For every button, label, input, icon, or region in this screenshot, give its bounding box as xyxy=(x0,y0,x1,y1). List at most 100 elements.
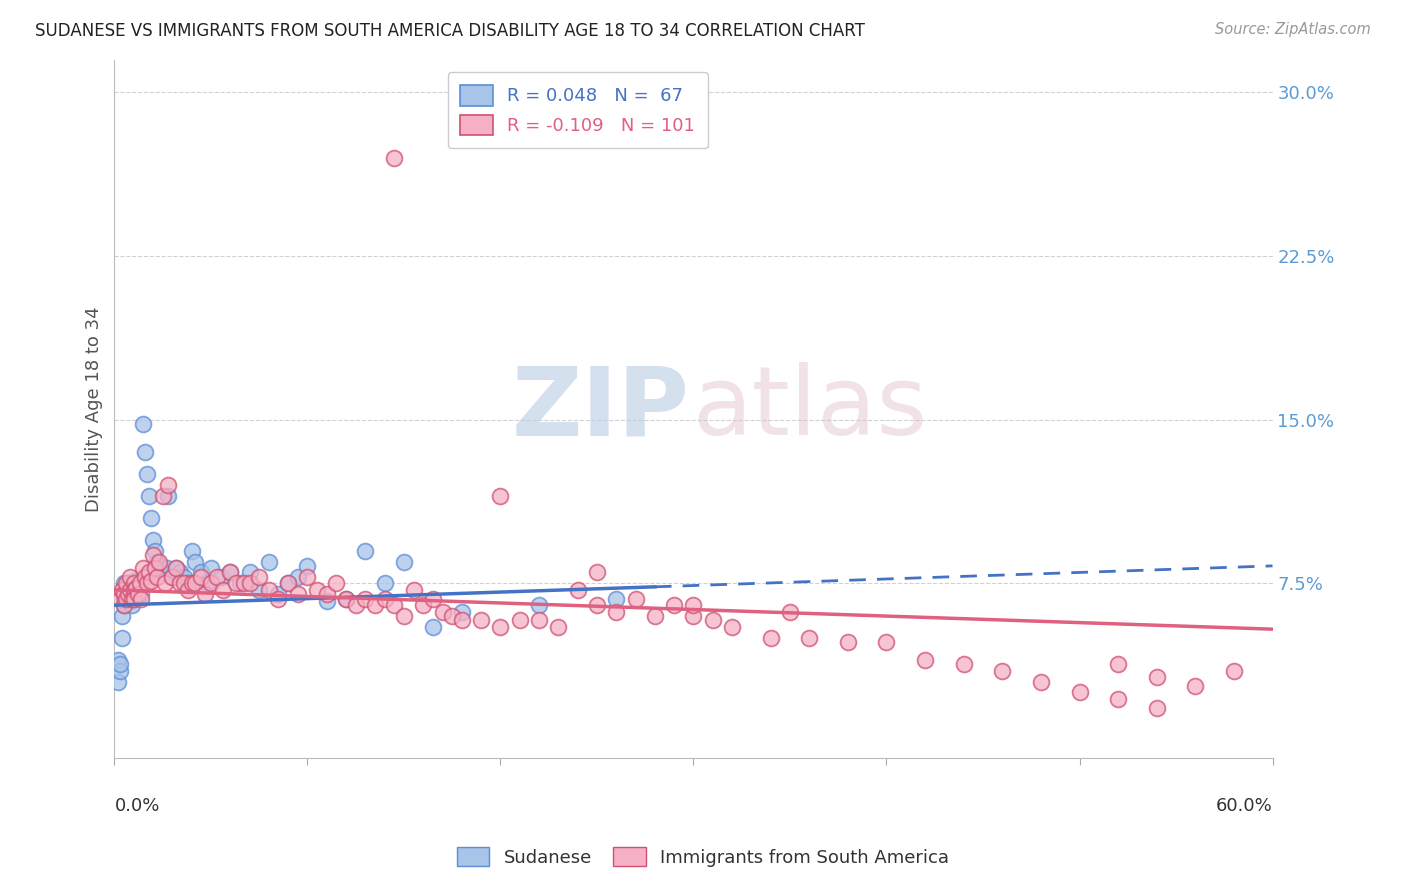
Point xyxy=(374,591,396,606)
Point xyxy=(527,598,550,612)
Point xyxy=(335,591,357,606)
Point xyxy=(165,561,187,575)
Point xyxy=(127,587,149,601)
Point xyxy=(177,576,200,591)
Point xyxy=(876,635,898,649)
Legend: Sudanese, Immigrants from South America: Sudanese, Immigrants from South America xyxy=(447,838,959,876)
Point xyxy=(450,605,472,619)
Point xyxy=(136,576,159,591)
Point xyxy=(682,598,704,612)
Point xyxy=(122,591,145,606)
Point xyxy=(112,591,135,606)
Point xyxy=(277,576,299,591)
Point xyxy=(128,576,150,591)
Point xyxy=(232,576,254,591)
Point xyxy=(195,576,218,591)
Point xyxy=(382,598,405,612)
Point xyxy=(952,657,974,671)
Point xyxy=(122,582,145,597)
Point xyxy=(200,576,222,591)
Point xyxy=(307,582,329,597)
Point xyxy=(142,548,165,562)
Point xyxy=(470,614,492,628)
Text: SUDANESE VS IMMIGRANTS FROM SOUTH AMERICA DISABILITY AGE 18 TO 34 CORRELATION CH: SUDANESE VS IMMIGRANTS FROM SOUTH AMERIC… xyxy=(35,22,865,40)
Point xyxy=(117,587,139,601)
Point xyxy=(567,582,589,597)
Point xyxy=(1184,679,1206,693)
Point xyxy=(131,587,153,601)
Point xyxy=(287,587,309,601)
Text: Source: ZipAtlas.com: Source: ZipAtlas.com xyxy=(1215,22,1371,37)
Point xyxy=(1146,670,1168,684)
Point xyxy=(157,478,180,492)
Point xyxy=(211,582,233,597)
Point xyxy=(169,566,191,580)
Point xyxy=(432,605,454,619)
Point xyxy=(219,566,242,580)
Point xyxy=(115,576,138,591)
Point xyxy=(392,555,415,569)
Point xyxy=(111,582,134,597)
Point xyxy=(118,581,141,595)
Point xyxy=(108,591,131,606)
Point xyxy=(489,620,512,634)
Point xyxy=(257,555,280,569)
Point xyxy=(205,570,228,584)
Point xyxy=(799,631,821,645)
Point xyxy=(138,489,160,503)
Point xyxy=(118,570,141,584)
Point xyxy=(152,566,174,580)
Point xyxy=(146,570,169,584)
Point xyxy=(662,598,685,612)
Point xyxy=(162,570,184,584)
Point xyxy=(225,576,247,591)
Point xyxy=(527,614,550,628)
Point xyxy=(297,558,319,573)
Point xyxy=(392,609,415,624)
Point xyxy=(180,576,202,591)
Point xyxy=(200,561,222,575)
Text: 0.0%: 0.0% xyxy=(114,797,160,815)
Point xyxy=(180,543,202,558)
Point xyxy=(132,417,155,431)
Point xyxy=(1069,685,1091,699)
Point xyxy=(779,605,801,619)
Point xyxy=(155,561,177,575)
Point xyxy=(509,614,531,628)
Point xyxy=(412,598,434,612)
Point xyxy=(134,570,156,584)
Point xyxy=(422,620,444,634)
Point xyxy=(128,576,150,591)
Point xyxy=(344,598,367,612)
Point xyxy=(190,566,212,580)
Point xyxy=(121,591,143,606)
Point xyxy=(127,581,149,595)
Point xyxy=(374,576,396,591)
Point xyxy=(117,587,139,601)
Point xyxy=(315,587,337,601)
Point xyxy=(157,489,180,503)
Point xyxy=(143,543,166,558)
Point xyxy=(173,570,195,584)
Point xyxy=(117,576,139,591)
Point xyxy=(267,587,290,601)
Point xyxy=(115,582,138,597)
Point xyxy=(335,591,357,606)
Point xyxy=(124,581,146,595)
Point xyxy=(190,570,212,584)
Point xyxy=(586,566,609,580)
Point xyxy=(277,576,299,591)
Point xyxy=(108,657,131,671)
Point xyxy=(173,576,195,591)
Point xyxy=(107,653,129,667)
Point xyxy=(315,594,337,608)
Point xyxy=(209,570,232,584)
Point xyxy=(1029,674,1052,689)
Point xyxy=(644,609,666,624)
Point xyxy=(450,614,472,628)
Y-axis label: Disability Age 18 to 34: Disability Age 18 to 34 xyxy=(86,306,103,512)
Point xyxy=(702,614,724,628)
Point xyxy=(297,570,319,584)
Point xyxy=(238,576,260,591)
Point xyxy=(257,582,280,597)
